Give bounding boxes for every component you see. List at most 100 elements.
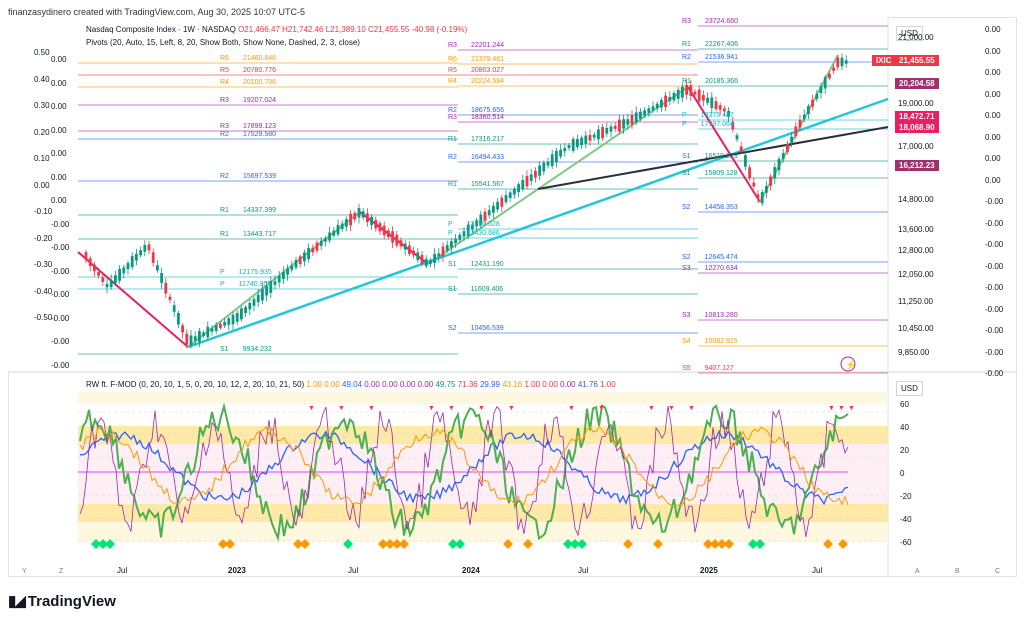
candle-body [101, 277, 105, 282]
signal-marker [623, 539, 633, 549]
candle-body [823, 77, 827, 89]
pivots-legend[interactable]: Pivots (20, Auto, 15, Left, 8, 20, Show … [86, 38, 360, 47]
tradingview-logo[interactable]: ▮◢ TradingView [8, 592, 116, 611]
candle-body [475, 220, 478, 227]
oscillator-orange-line [79, 425, 849, 507]
pivot-label-r1: R1 20185.366 [682, 78, 738, 85]
candle-body [630, 114, 634, 125]
candle-body [370, 216, 373, 226]
secondary-axis-label: -0.00 [985, 369, 1004, 378]
pivot-label-s3: S3 10813.280 [682, 312, 738, 319]
candle-body [382, 225, 386, 236]
trendline-down-3[interactable] [687, 86, 761, 203]
oscillator-value: 29.99 [477, 380, 500, 389]
oscillator-legend[interactable]: RW ft. F-MOD (0, 20, 10, 1, 5, 0, 20, 10… [86, 380, 616, 389]
candle-body [445, 245, 449, 251]
candle-body [643, 110, 646, 116]
pivot-level-value: 12270.634 [704, 265, 738, 272]
symbol-legend[interactable]: Nasdaq Composite Index · 1W · NASDAQ O21… [86, 25, 467, 34]
pivot-level-value: 17529.580 [242, 131, 277, 138]
candle-body [555, 150, 558, 163]
price-axis-label: 21,000.00 [898, 33, 934, 42]
price-tag: 21,455.55 [895, 55, 939, 66]
candle-body [706, 97, 709, 103]
candle-body [781, 153, 785, 160]
candle-body [164, 282, 168, 294]
pivot-level-tag: S2 [448, 325, 457, 332]
candle-body [303, 252, 306, 262]
candle-body [168, 296, 172, 300]
pivot-level-tag: R5 [448, 67, 457, 74]
candle-body [487, 210, 491, 216]
pivot-level-tag: S1 [448, 261, 457, 268]
osc-axis-label: -20 [900, 492, 912, 501]
signal-marker [748, 539, 758, 549]
candle-body [613, 125, 617, 129]
candle-body [592, 134, 596, 138]
candle-body [252, 298, 256, 306]
lightning-icon[interactable] [840, 356, 856, 372]
pivot-label-r1: R1 14337.399 [220, 207, 276, 214]
oscillator-value: 0.00 [557, 380, 576, 389]
candle-body [832, 67, 835, 71]
candle-body [135, 253, 138, 261]
tv-brand-text: TradingView [27, 592, 116, 610]
pivot-level-tag: R2 [220, 131, 229, 138]
candle-body [231, 314, 235, 325]
pivot-label-r2: R2 18675.656 [448, 107, 504, 114]
left-axis-label: 0.20 [34, 127, 50, 137]
signal-marker [91, 539, 101, 549]
candle-body [626, 119, 630, 125]
pivot-level-value: 13790.628 [466, 221, 500, 228]
trendline-up-1[interactable] [187, 211, 361, 348]
black-trendline[interactable] [537, 126, 889, 190]
price-axis-label: 10,450.00 [898, 324, 934, 333]
candle-body [240, 308, 243, 320]
left-axis-label-2: 0.00 [51, 172, 67, 182]
osc-currency-button[interactable]: USD [896, 381, 923, 396]
symbol-tag: IXIC [872, 55, 896, 66]
candle-body [802, 114, 806, 120]
currency-button[interactable]: USD [896, 26, 923, 41]
candle-body [546, 161, 550, 166]
candle-body [521, 180, 525, 190]
pivot-level-value: 11609.406 [470, 286, 504, 293]
chart-canvas[interactable]: ▼ ▼ ▼ ▼ ▼ ▼ ▼ ▼ ▼ ▼ ▼ ▼ ▼ ▼ ▼ ⚡ [8, 17, 1017, 577]
pivot-level-tag: S1 [448, 286, 457, 293]
candle-body [193, 336, 197, 341]
pivot-level-value: 9934.232 [242, 346, 272, 353]
secondary-axis-label: -0.00 [985, 304, 1004, 314]
time-axis-label: Jul [348, 566, 359, 575]
candle-body [336, 224, 340, 235]
ohlc-low: L21,389.10 [325, 25, 366, 34]
candle-body [429, 260, 432, 264]
left-axis-label: 0.30 [34, 101, 50, 110]
candle-body [441, 246, 445, 257]
candle-body [618, 119, 621, 132]
candle-body [462, 231, 466, 237]
pivot-level-value: 13430.686 [466, 230, 500, 237]
oscillator-value: 0.00 [379, 380, 398, 389]
candle-body [605, 128, 609, 134]
candle-body [798, 119, 802, 128]
candle-body [294, 259, 298, 268]
signal-marker [455, 539, 465, 549]
pivot-level-tag: R6 [220, 55, 229, 62]
candle-body [458, 234, 462, 240]
candle-body [534, 170, 537, 178]
pivot-level-value: 12645.474 [704, 254, 738, 261]
candle-body [361, 211, 365, 218]
price-tag: 18,068.90 [895, 122, 939, 133]
candle-body [227, 318, 231, 325]
pivot-level-tag: R6 [448, 56, 457, 63]
price-axis-label: 13,600.00 [898, 225, 934, 234]
candle-body [198, 330, 201, 342]
support-trendline[interactable] [187, 97, 889, 349]
candle-body [513, 188, 516, 195]
trendline-down-1[interactable] [77, 251, 189, 348]
pivot-level-value: 17899.123 [242, 123, 277, 130]
pivot-label-s2: S2 10456.539 [448, 325, 504, 332]
left-axis-label: -0.10 [34, 207, 53, 216]
candle-body [790, 136, 793, 143]
header-text: finanzasydinero created with TradingView… [8, 7, 306, 17]
